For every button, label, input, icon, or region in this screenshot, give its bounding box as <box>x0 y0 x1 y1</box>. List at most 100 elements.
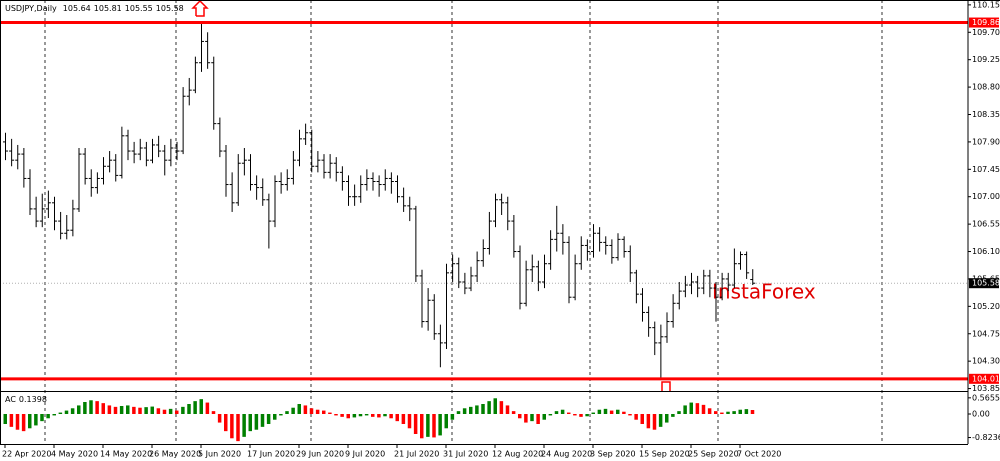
indicator-bar <box>554 411 559 414</box>
indicator-value: 0.1398 <box>19 395 47 404</box>
indicator-bar <box>297 404 301 414</box>
indicator-bar <box>677 411 681 414</box>
indicator-tick-label: 0.5655 <box>972 393 1000 402</box>
indicator-bar <box>579 414 583 417</box>
indicator-bar <box>309 408 314 414</box>
indicator-bar <box>132 406 136 414</box>
indicator-bar <box>279 414 283 416</box>
indicator-bar <box>230 414 234 439</box>
period-separators <box>44 0 883 444</box>
up-arrow <box>191 0 209 17</box>
indicator-bar <box>162 409 167 414</box>
indicator-bar <box>346 414 350 419</box>
indicator-bar <box>205 402 210 414</box>
x-tick-label: 31 Jul 2020 <box>443 450 488 459</box>
indicator-bar <box>52 414 56 416</box>
indicator-bar <box>3 414 7 424</box>
indicator-bar <box>616 409 620 414</box>
low-value: 105.55 <box>125 4 153 13</box>
indicator-bar <box>701 404 706 414</box>
x-tick-label: 14 May 2020 <box>100 450 152 459</box>
x-tick-label: 3 Sep 2020 <box>590 450 636 459</box>
indicator-bar <box>58 412 63 414</box>
indicator-bar <box>640 414 644 424</box>
indicator-bar <box>199 399 203 414</box>
indicator-bar <box>658 414 663 427</box>
y-tick-label: 107.00 <box>972 192 1000 201</box>
level-label: 104.01 <box>972 374 1000 383</box>
chart-title: USDJPY,Daily 105.64 105.81 105.55 105.58 <box>5 4 184 13</box>
x-tick-label: 24 Aug 2020 <box>541 450 592 459</box>
indicator-bar <box>119 406 124 414</box>
indicator-bar <box>407 414 412 429</box>
indicator-bar <box>138 407 142 414</box>
indicator-bar <box>707 408 712 414</box>
indicator-bar <box>254 414 259 430</box>
level-label-box <box>969 17 999 28</box>
x-tick-label: 12 Aug 2020 <box>492 450 543 459</box>
indicator-bar <box>21 414 26 432</box>
indicator-bar <box>211 411 216 414</box>
indicator-bar <box>750 410 755 414</box>
indicator-bar <box>126 405 130 414</box>
indicator-bar <box>285 411 289 414</box>
indicator-bar <box>377 414 381 418</box>
indicator-bar <box>401 414 406 424</box>
indicator-bar <box>634 414 638 420</box>
indicator-bar <box>224 414 228 432</box>
indicator-bar <box>328 412 332 414</box>
indicator-bar <box>236 414 240 442</box>
indicator-bar <box>15 414 20 430</box>
indicator-bar <box>113 406 118 414</box>
indicator-bar <box>70 408 75 414</box>
indicator-bar <box>738 409 742 414</box>
indicator-bar <box>548 414 553 416</box>
y-tick-label: 106.10 <box>972 247 1000 256</box>
indicator-bar <box>493 398 497 414</box>
high-value: 105.81 <box>94 4 122 13</box>
indicator-bar <box>469 406 473 414</box>
indicator-bar <box>28 414 32 429</box>
indicator-bar <box>168 408 173 414</box>
y-tick-label: 104.30 <box>972 357 1000 366</box>
indicator-bar <box>560 409 565 414</box>
indicator-bar <box>695 403 700 414</box>
indicator-bar <box>432 414 436 438</box>
indicator-bar <box>450 414 455 420</box>
indicator-bar <box>720 412 724 414</box>
indicator-bar <box>352 414 357 418</box>
indicator-bar <box>107 405 112 414</box>
current-price-box <box>969 278 999 289</box>
indicator-bar <box>383 414 387 417</box>
indicator-bar <box>603 408 608 414</box>
x-tick-label: 29 Jun 2020 <box>296 450 344 459</box>
frame <box>0 0 1000 445</box>
indicator-bar <box>77 405 81 414</box>
x-tick-label: 21 Jul 2020 <box>394 450 439 459</box>
indicator-bar <box>371 414 375 417</box>
y-tick-label: 104.75 <box>972 329 1000 338</box>
indicator-bar <box>438 414 442 436</box>
indicator-bar <box>462 408 467 414</box>
indicator-bar <box>511 411 516 414</box>
y-tick-label: 108.35 <box>972 110 1000 119</box>
current-price-label: 105.58 <box>972 279 1000 288</box>
indicator-bar <box>444 414 448 429</box>
indicator-bar <box>487 401 491 414</box>
y-tick-label: 106.55 <box>972 220 1000 229</box>
indicator-bar <box>683 405 687 414</box>
open-value: 105.64 <box>63 4 91 13</box>
indicator-bar <box>744 409 749 414</box>
indicator-bar <box>426 414 430 437</box>
y-tick-label: 109.25 <box>972 55 1000 64</box>
indicator-bar <box>395 414 399 422</box>
indicator-bar <box>542 414 546 420</box>
indicator-bar <box>358 414 363 417</box>
indicator-bar <box>83 402 87 414</box>
indicator-bar <box>266 414 271 424</box>
indicator-bar <box>34 414 38 426</box>
indicator-bar <box>646 414 651 429</box>
indicator-bar <box>150 406 154 414</box>
